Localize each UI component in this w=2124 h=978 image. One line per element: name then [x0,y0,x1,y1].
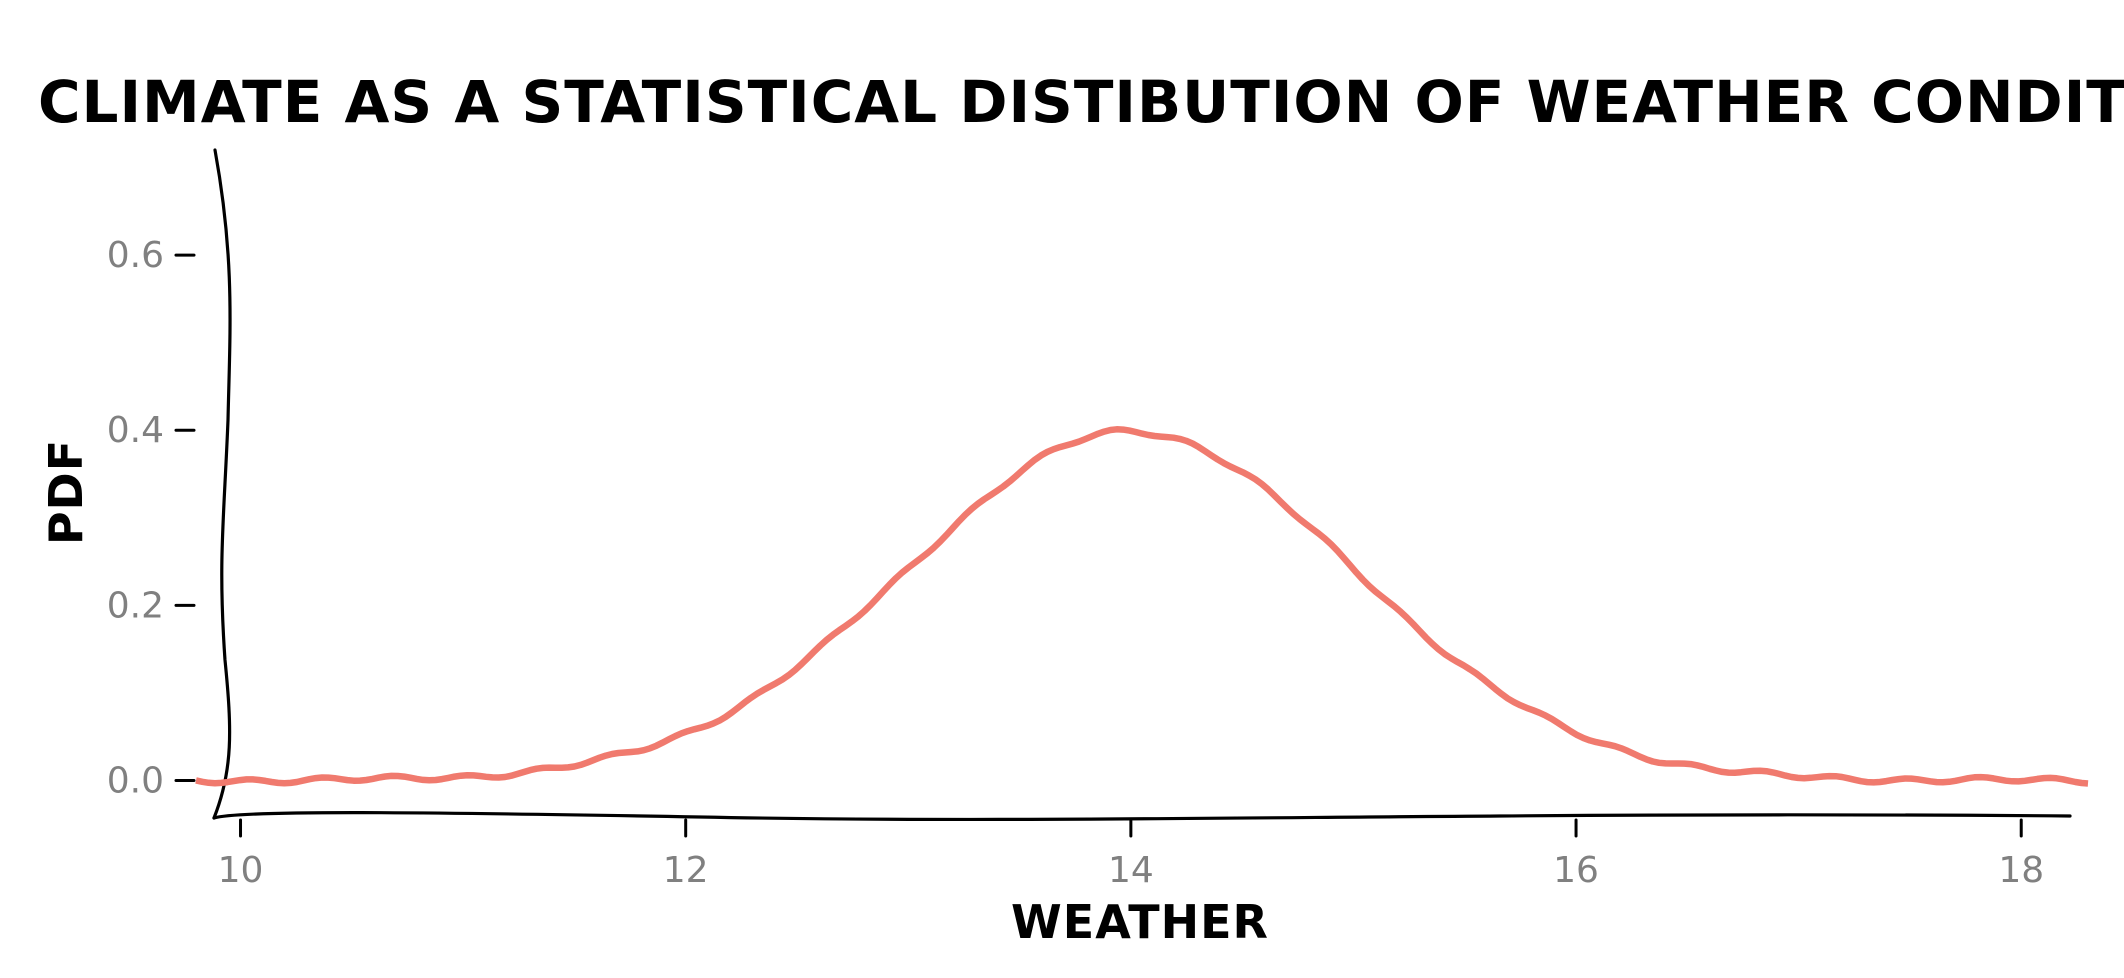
y-axis-line [212,148,232,820]
y-tick-label: 0.4 [107,410,164,451]
y-tick-label: 0.0 [107,760,164,801]
x-tick-label: 16 [1553,850,1599,891]
x-tick-label: 10 [218,850,264,891]
x-axis-line [212,811,2072,822]
y-tick-label: 0.2 [107,585,164,626]
y-axis-label: PDF [39,439,93,545]
chart-title: CLIMATE AS A STATISTICAL DISTIBUTION OF … [38,68,2124,136]
x-tick-label: 12 [663,850,709,891]
x-tick-label: 18 [1998,850,2044,891]
series-line [195,426,2089,787]
y-tick-label: 0.6 [107,235,164,276]
x-tick-label: 14 [1108,850,1154,891]
x-axis-label: WEATHER [1011,895,1269,949]
